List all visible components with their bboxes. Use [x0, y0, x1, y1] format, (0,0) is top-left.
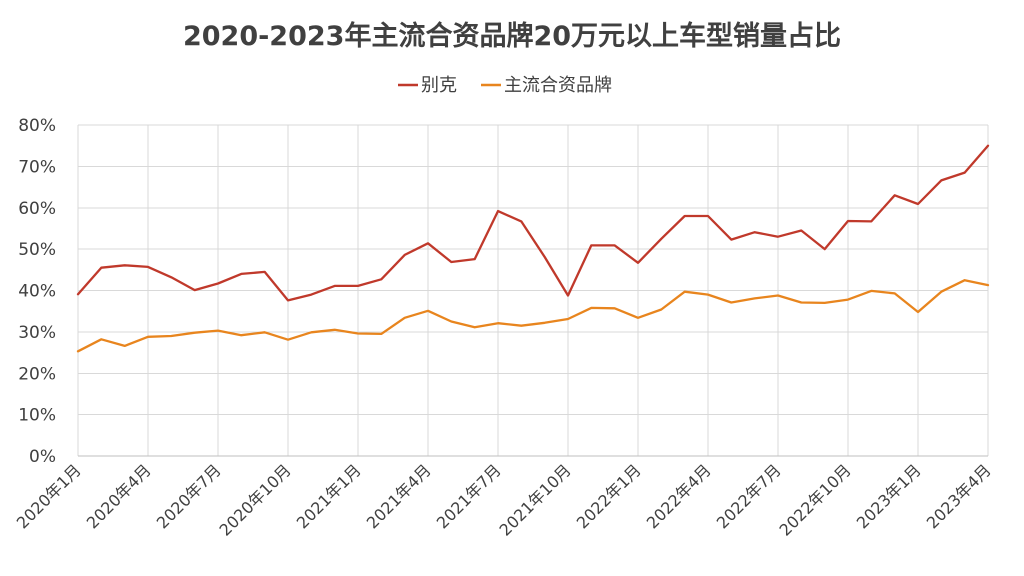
x-tick-label: 2020年7月 — [153, 460, 225, 532]
legend: 别克 主流合资品牌 — [398, 75, 612, 96]
chart-title: 2020-2023年主流合资品牌20万元以上车型销量占比 — [183, 20, 841, 52]
y-tick-label: 20% — [18, 364, 56, 384]
x-tick-label: 2021年10月 — [496, 460, 575, 539]
legend-label-buick: 别克 — [421, 75, 457, 96]
x-tick-label: 2022年4月 — [643, 460, 715, 532]
x-axis: 2020年1月2020年4月2020年7月2020年10月2021年1月2021… — [13, 455, 995, 540]
x-tick-label: 2023年1月 — [853, 460, 925, 532]
x-tick-label: 2022年1月 — [573, 460, 645, 532]
grid-lines — [77, 124, 989, 456]
x-tick-label: 2022年10月 — [776, 460, 855, 539]
y-tick-label: 10% — [18, 406, 56, 426]
y-tick-label: 0% — [29, 447, 56, 467]
y-tick-label: 30% — [18, 323, 56, 343]
series-line-buick — [76, 144, 990, 302]
x-tick-label: 2021年7月 — [433, 460, 505, 532]
y-tick-label: 80% — [18, 116, 56, 136]
x-tick-label: 2020年1月 — [13, 460, 85, 532]
y-tick-label: 50% — [18, 240, 56, 260]
y-axis: 0% 10% 20% 30% 40% 50% 60% 70% 80% — [18, 116, 56, 467]
y-tick-label: 60% — [18, 199, 56, 219]
y-tick-label: 40% — [18, 282, 56, 302]
x-tick-label: 2022年7月 — [713, 460, 785, 532]
x-tick-label: 2023年4月 — [923, 460, 995, 532]
x-tick-label: 2020年10月 — [216, 460, 295, 539]
series-group — [76, 144, 990, 353]
x-tick-label: 2020年4月 — [83, 460, 155, 532]
y-tick-label: 70% — [18, 157, 56, 177]
series-line-mainstream-jv — [76, 279, 990, 353]
x-tick-label: 2021年4月 — [363, 460, 435, 532]
x-tick-label: 2021年1月 — [293, 460, 365, 532]
legend-label-mainstream-jv: 主流合资品牌 — [504, 75, 612, 96]
